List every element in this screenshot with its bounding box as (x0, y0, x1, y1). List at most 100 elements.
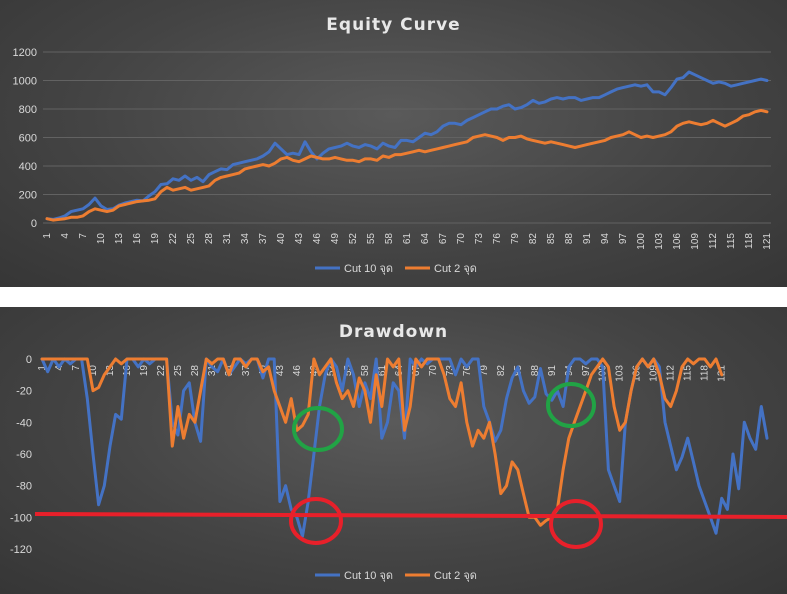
x-tick-label: 52 (348, 233, 359, 245)
x-tick-label: 112 (708, 233, 719, 249)
y-tick-label: 0 (31, 218, 37, 230)
y-tick-label: -40 (16, 417, 32, 429)
x-tick-label: 58 (384, 233, 395, 245)
x-tick-label: 64 (420, 233, 431, 245)
drawdown-panel: Drawdown 0 -20 -40 -60 -80 -100 -120 1 4 7 10 13 16 19… (0, 307, 787, 594)
x-tick-label: 82 (528, 233, 539, 245)
threshold-line (34, 512, 787, 519)
x-tick-label: 25 (186, 233, 197, 245)
x-tick-label: 28 (204, 233, 215, 245)
x-tick-label: 16 (132, 233, 143, 245)
x-tick-label: 40 (276, 233, 287, 245)
y-tick-label: 1000 (13, 76, 37, 88)
x-tick-label: 61 (377, 365, 388, 377)
x-tick-label: 70 (456, 233, 467, 245)
x-tick-label: 82 (496, 365, 507, 377)
y-tick-label: 400 (19, 161, 37, 173)
series-line-2 (40, 357, 724, 527)
x-tick-label: 10 (96, 233, 107, 245)
x-tick-label: 37 (258, 233, 269, 245)
y-tick-label: -60 (16, 449, 32, 461)
x-tick-label: 10 (88, 365, 99, 377)
legend-label-2: Cut 2 จุด (434, 570, 477, 582)
x-tick-label: 43 (275, 365, 286, 377)
series-line-1 (45, 70, 769, 221)
x-tick-label: 106 (632, 365, 643, 382)
x-tick-label: 46 (292, 365, 303, 377)
x-tick-label: 22 (156, 365, 167, 377)
x-tick-label: 67 (438, 233, 449, 245)
x-tick-label: 49 (309, 365, 320, 377)
x-tick-label: 91 (582, 233, 593, 245)
x-tick-label: 115 (726, 233, 737, 249)
x-tick-label: 115 (683, 365, 694, 381)
x-tick-label: 100 (636, 233, 647, 250)
legend-label-1: Cut 10 จุด (344, 263, 393, 275)
x-tick-label: 16 (122, 365, 133, 377)
y-tick-label: -100 (10, 512, 32, 524)
x-tick-label: 7 (71, 365, 82, 371)
equity-curve-chart: Equity Curve 0 200 400 600 800 1000 1200 1 4 7 10 13… (13, 15, 773, 275)
x-tick-label: 22 (168, 233, 179, 245)
x-tick-label: 19 (139, 365, 150, 377)
x-tick-label: 7 (78, 233, 89, 239)
x-tick-label: 97 (618, 233, 629, 245)
x-tick-label: 112 (666, 365, 677, 381)
chart-title: Drawdown (339, 322, 448, 342)
x-tick-label: 13 (105, 365, 116, 377)
x-tick-label: 34 (240, 233, 251, 245)
equity-curve-panel: Equity Curve 0 200 400 600 800 1000 1200 1 4 7 10 13… (0, 0, 787, 287)
highlight-circle-green (546, 382, 596, 428)
legend-label-2: Cut 2 จุด (434, 263, 477, 275)
x-tick-label: 79 (479, 365, 490, 377)
y-tick-label: 1200 (13, 47, 37, 59)
panel-separator (0, 287, 787, 307)
x-tick-label: 85 (546, 233, 557, 245)
highlight-circle-green (292, 406, 344, 452)
x-tick-label: 58 (360, 365, 371, 377)
x-tick-label: 55 (343, 365, 354, 377)
x-tick-label: 79 (510, 233, 521, 245)
x-tick-label: 55 (366, 233, 377, 245)
y-tick-label: 200 (19, 190, 37, 202)
y-tick-label: -80 (16, 481, 32, 493)
x-tick-label: 1 (42, 233, 53, 239)
x-tick-label: 97 (581, 365, 592, 377)
series-line-2 (45, 108, 769, 222)
x-tick-label: 109 (649, 365, 660, 382)
highlight-circle-red (549, 499, 603, 549)
x-tick-label: 76 (462, 365, 473, 377)
x-tick-label: 67 (411, 365, 422, 377)
x-tick-label: 1 (37, 365, 48, 371)
x-tick-label: 31 (207, 365, 218, 377)
y-tick-label: -120 (10, 544, 32, 556)
x-tick-label: 103 (615, 365, 626, 382)
x-tick-label: 46 (312, 233, 323, 245)
x-tick-label: 106 (672, 233, 683, 250)
x-tick-label: 31 (222, 233, 233, 245)
highlight-circle-red (289, 497, 343, 545)
chart-title: Equity Curve (326, 15, 460, 35)
series-line-1 (40, 357, 769, 538)
x-tick-label: 91 (547, 365, 558, 377)
y-tick-label: 0 (26, 354, 32, 366)
x-tick-label: 13 (114, 233, 125, 245)
y-tick-label: 600 (19, 133, 37, 145)
x-tick-label: 70 (428, 365, 439, 377)
x-tick-label: 76 (492, 233, 503, 245)
x-tick-label: 103 (654, 233, 665, 250)
x-tick-label: 118 (700, 365, 711, 381)
legend-label-1: Cut 10 จุด (344, 570, 393, 582)
x-tick-label: 37 (241, 365, 252, 377)
x-tick-label: 88 (564, 233, 575, 245)
x-tick-label: 49 (330, 233, 341, 245)
x-tick-label: 4 (60, 233, 71, 239)
x-tick-label: 19 (150, 233, 161, 245)
x-tick-label: 43 (294, 233, 305, 245)
x-tick-label: 121 (762, 233, 773, 250)
x-tick-label: 25 (173, 365, 184, 377)
x-tick-label: 28 (190, 365, 201, 377)
x-tick-label: 118 (744, 233, 755, 249)
y-tick-label: -20 (16, 386, 32, 398)
